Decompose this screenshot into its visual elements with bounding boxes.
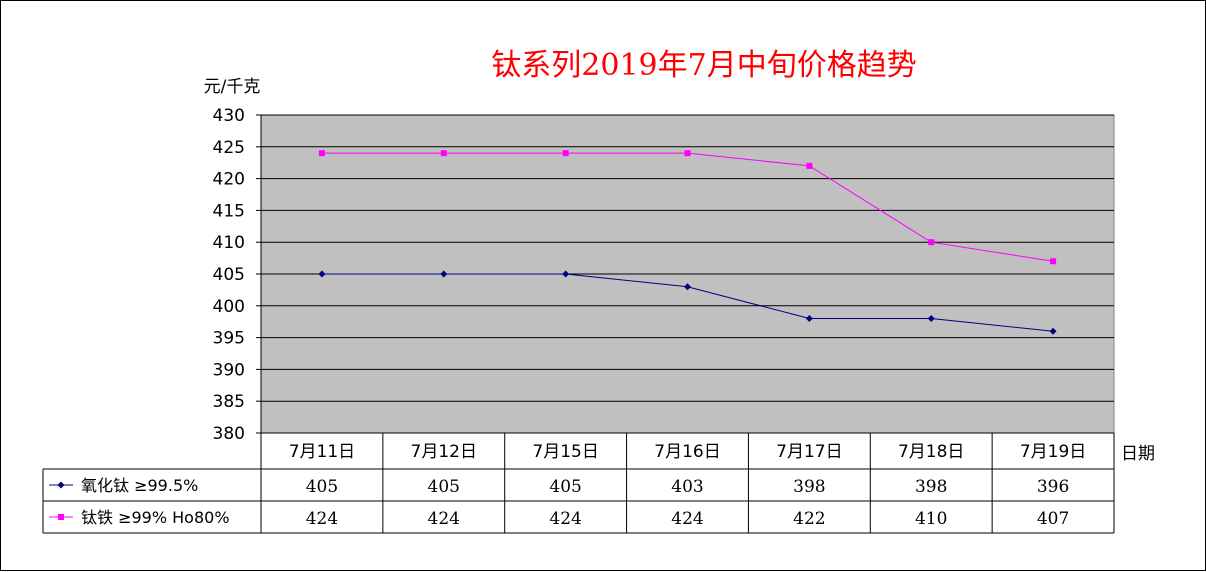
data-label: 410	[915, 509, 947, 529]
x-axis-label: 日期	[1121, 444, 1155, 464]
data-point	[1049, 327, 1057, 335]
data-point	[440, 150, 447, 157]
y-axis-label: 元/千克	[204, 77, 261, 97]
data-point	[318, 150, 325, 157]
data-label: 424	[428, 509, 460, 529]
y-tick-label: 425	[213, 138, 245, 158]
data-label: 398	[915, 477, 947, 497]
y-tick-label: 415	[213, 201, 245, 221]
data-point	[927, 315, 935, 323]
data-label: 424	[549, 509, 581, 529]
data-label: 405	[428, 477, 460, 497]
y-tick-label: 395	[213, 329, 245, 349]
data-point	[806, 162, 813, 169]
data-label: 424	[306, 509, 338, 529]
data-point	[318, 270, 326, 278]
x-tick-label: 7月19日	[1020, 442, 1086, 462]
x-tick-label: 7月17日	[776, 442, 842, 462]
data-point	[805, 315, 813, 323]
data-point	[562, 270, 570, 278]
x-tick-label: 7月16日	[654, 442, 720, 462]
x-tick-label: 7月18日	[898, 442, 964, 462]
data-point	[440, 270, 448, 278]
legend-label: 钛铁 ≥99% Ho80%	[81, 508, 230, 527]
data-point	[562, 150, 569, 157]
y-tick-label: 380	[213, 424, 245, 444]
data-label: 405	[306, 477, 338, 497]
data-point	[684, 150, 691, 157]
y-tick-label: 400	[213, 297, 245, 317]
data-label: 422	[793, 509, 825, 529]
y-tick-label: 390	[213, 360, 245, 380]
data-label: 424	[671, 509, 703, 529]
y-tick-label: 405	[213, 265, 245, 285]
legend-key-marker	[57, 481, 65, 489]
data-point	[1050, 258, 1057, 265]
x-tick-label: 7月11日	[289, 442, 355, 462]
y-tick-label: 385	[213, 392, 245, 412]
data-label: 407	[1037, 509, 1069, 529]
y-tick-label: 410	[213, 233, 245, 253]
data-label: 405	[549, 477, 581, 497]
y-tick-label: 420	[213, 170, 245, 190]
x-tick-label: 7月15日	[532, 442, 598, 462]
x-tick-label: 7月12日	[411, 442, 477, 462]
y-tick-label: 430	[213, 106, 245, 126]
data-point	[684, 283, 691, 291]
data-point	[928, 239, 935, 246]
data-label: 398	[793, 477, 825, 497]
legend-key-marker	[58, 514, 64, 520]
legend-label: 氧化钛 ≥99.5%	[81, 476, 198, 495]
chart-title: 钛系列2019年7月中旬价格趋势	[491, 48, 916, 83]
plot-area: 430 425 420 415 410 405 400 395 390 385 380	[213, 106, 1115, 444]
data-label: 403	[671, 477, 703, 497]
data-label: 396	[1037, 477, 1069, 497]
